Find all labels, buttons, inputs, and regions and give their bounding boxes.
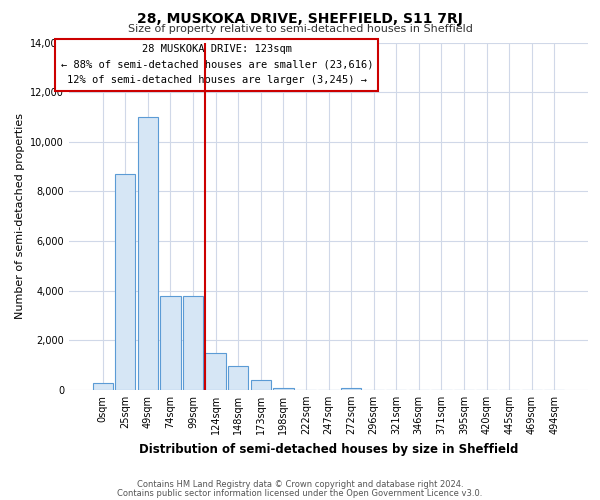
Bar <box>138 117 158 390</box>
Bar <box>251 380 271 390</box>
Y-axis label: Number of semi-detached properties: Number of semi-detached properties <box>15 114 25 320</box>
Text: Contains public sector information licensed under the Open Government Licence v3: Contains public sector information licen… <box>118 488 482 498</box>
Bar <box>205 353 226 390</box>
Text: 28, MUSKOKA DRIVE, SHEFFIELD, S11 7RJ: 28, MUSKOKA DRIVE, SHEFFIELD, S11 7RJ <box>137 12 463 26</box>
Bar <box>341 388 361 390</box>
Bar <box>228 366 248 390</box>
Bar <box>160 296 181 390</box>
Text: Size of property relative to semi-detached houses in Sheffield: Size of property relative to semi-detach… <box>128 24 472 34</box>
Bar <box>92 382 113 390</box>
Bar <box>273 388 293 390</box>
Text: 28 MUSKOKA DRIVE: 123sqm
← 88% of semi-detached houses are smaller (23,616)
12% : 28 MUSKOKA DRIVE: 123sqm ← 88% of semi-d… <box>61 44 373 86</box>
Bar <box>115 174 136 390</box>
Bar <box>183 296 203 390</box>
X-axis label: Distribution of semi-detached houses by size in Sheffield: Distribution of semi-detached houses by … <box>139 442 518 456</box>
Text: Contains HM Land Registry data © Crown copyright and database right 2024.: Contains HM Land Registry data © Crown c… <box>137 480 463 489</box>
